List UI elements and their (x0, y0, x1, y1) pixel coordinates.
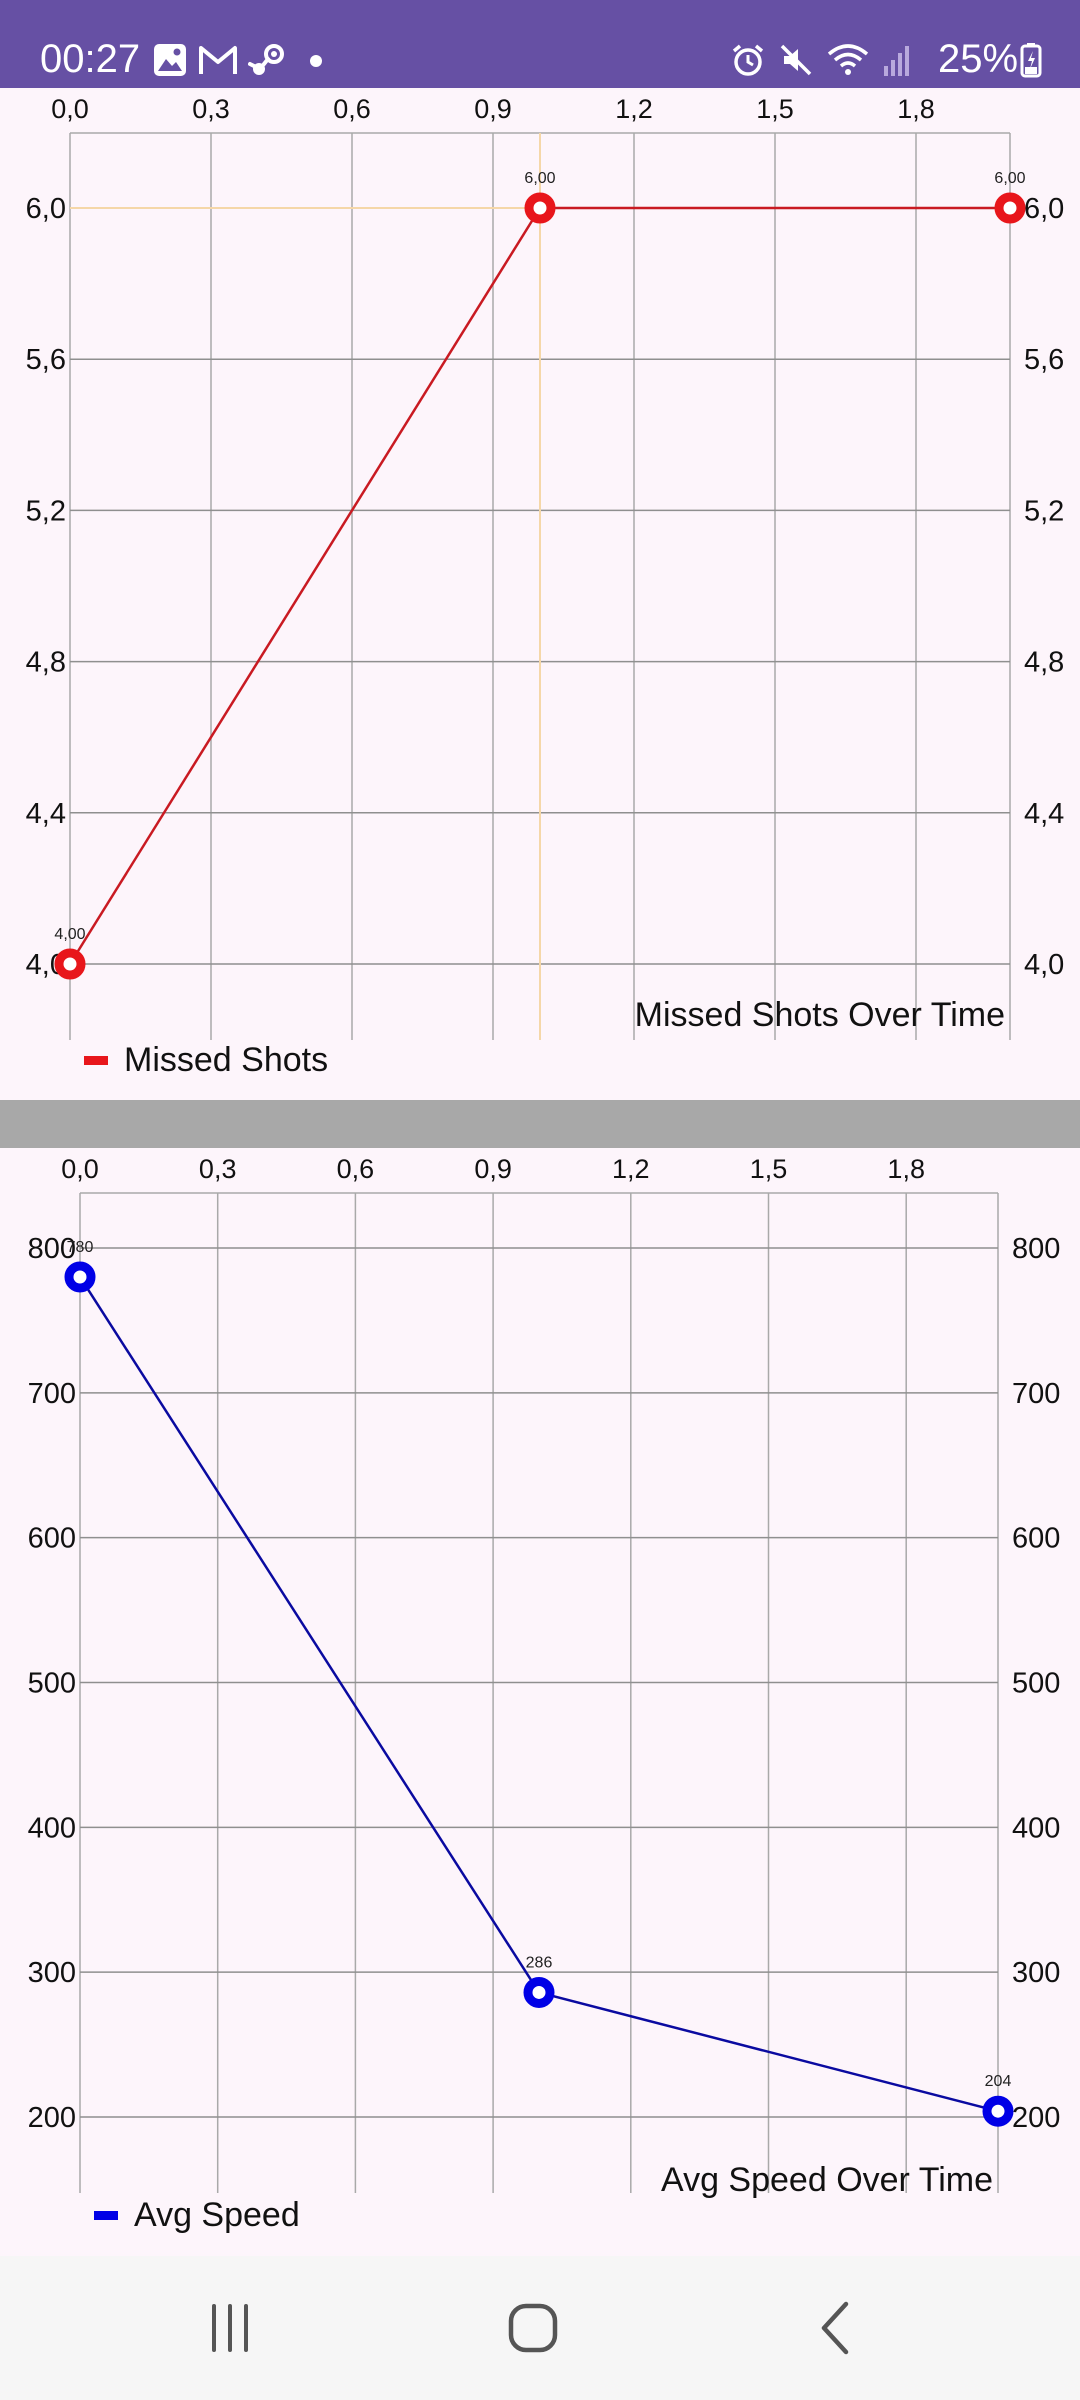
status-right-icons (730, 40, 912, 80)
x-tick-label: 1,5 (750, 1154, 788, 1184)
y-tick-label-left: 800 (28, 1233, 76, 1265)
x-tick-label: 0,9 (474, 1154, 512, 1184)
y-tick-label-right: 500 (1012, 1668, 1060, 1700)
data-label: 6,00 (524, 170, 555, 187)
home-icon (508, 2303, 558, 2353)
y-tick-label-left: 400 (28, 1812, 76, 1844)
y-tick-label-right: 5,6 (1024, 344, 1064, 376)
x-tick-label: 0,0 (61, 1154, 99, 1184)
y-tick-label-left: 500 (28, 1668, 76, 1700)
data-point (523, 1976, 555, 2008)
series-line-segment (538, 1991, 999, 2113)
missed-shots-chart-panel: 0,0 0,3 0,6 0,9 1,2 1,5 1,8 4,0 4,0 4,4 4,4 4,8 4,8 5… (0, 88, 1080, 1100)
y-tick-label-left: 5,2 (26, 495, 66, 527)
alarm-icon (732, 44, 764, 76)
chart-divider (0, 1100, 1080, 1148)
y-tick-label-right: 5,2 (1024, 495, 1064, 527)
data-point (982, 2095, 1014, 2127)
legend-label: Avg Speed (134, 2196, 300, 2234)
x-tick-label: 0,6 (337, 1154, 375, 1184)
y-tick-label-left: 4,8 (26, 647, 66, 679)
y-tick-label-right: 4,8 (1024, 647, 1064, 679)
y-tick-label-left: 6,0 (26, 193, 66, 225)
avg-speed-chart: 0,0 0,3 0,6 0,9 1,2 1,5 1,8 200 200 300 300 400 400 5… (28, 1154, 1061, 2234)
y-tick-label-left: 700 (28, 1378, 76, 1410)
data-label: 4,00 (54, 926, 85, 943)
avg-speed-chart-panel: 0,0 0,3 0,6 0,9 1,2 1,5 1,8 200 200 300 300 400 400 5… (0, 1148, 1080, 2256)
chart-title: Missed Shots Over Time (635, 996, 1005, 1034)
gmail-icon (199, 46, 237, 74)
y-tick-label-right: 800 (1012, 1233, 1060, 1265)
y-tick-label-right: 400 (1012, 1812, 1060, 1844)
y-tick-label-left: 5,6 (26, 344, 66, 376)
wifi-icon (827, 44, 869, 75)
signal-icon (884, 46, 909, 76)
x-tick-label: 1,5 (756, 94, 794, 124)
y-tick-label-right: 700 (1012, 1378, 1060, 1410)
steam-icon (248, 44, 284, 75)
recent-apps-icon (212, 2304, 248, 2352)
data-label: 780 (67, 1239, 94, 1256)
gallery-icon (154, 44, 186, 76)
status-time: 00:27 (40, 37, 141, 81)
battery-charging-icon (1020, 43, 1042, 78)
y-tick-label-right: 600 (1012, 1523, 1060, 1555)
battery-percentage: 25% (938, 37, 1019, 81)
x-tick-label: 1,2 (612, 1154, 650, 1184)
data-point (994, 192, 1026, 224)
series-line-segment (78, 1276, 541, 1994)
y-tick-label-left: 200 (28, 2102, 76, 2134)
mute-icon (780, 44, 812, 76)
navigation-bar (0, 2256, 1080, 2400)
data-label: 286 (526, 1954, 553, 1971)
x-tick-label: 0,3 (199, 1154, 237, 1184)
x-tick-label: 1,2 (615, 94, 653, 124)
legend-swatch (94, 2211, 118, 2220)
data-point (524, 192, 556, 224)
y-tick-label-right: 6,0 (1024, 193, 1064, 225)
missed-shots-chart: 0,0 0,3 0,6 0,9 1,2 1,5 1,84,0 4,04,4 4,44,8 4,85… (26, 94, 1065, 1079)
back-button[interactable] (776, 2256, 896, 2400)
y-tick-label-right: 4,0 (1024, 949, 1064, 981)
notification-dot-icon (310, 55, 322, 67)
back-icon (821, 2301, 849, 2355)
data-label: 204 (985, 2073, 1012, 2090)
x-tick-label: 0,6 (333, 94, 371, 124)
home-button[interactable] (473, 2256, 593, 2400)
y-tick-label-left: 600 (28, 1523, 76, 1555)
x-tick-label: 1,8 (887, 1154, 925, 1184)
y-tick-label-right: 200 (1012, 2102, 1060, 2134)
status-left-icons (152, 40, 326, 80)
y-tick-label-right: 4,4 (1024, 798, 1064, 830)
y-tick-label-right: 300 (1012, 1957, 1060, 1989)
chart-title: Avg Speed Over Time (661, 2161, 993, 2199)
x-tick-label: 0,0 (51, 94, 89, 124)
y-tick-label-left: 4,4 (26, 798, 66, 830)
data-point (64, 1261, 96, 1293)
x-tick-label: 0,9 (474, 94, 512, 124)
recent-apps-button[interactable] (170, 2256, 290, 2400)
status-bar: 00:27 (0, 0, 1080, 88)
data-point (54, 948, 86, 980)
legend-swatch (84, 1056, 108, 1065)
x-tick-label: 1,8 (897, 94, 935, 124)
series-line-segment (68, 207, 542, 965)
y-tick-label-left: 300 (28, 1957, 76, 1989)
x-tick-label: 0,3 (192, 94, 230, 124)
legend-label: Missed Shots (124, 1041, 328, 1079)
data-label: 6,00 (994, 170, 1025, 187)
